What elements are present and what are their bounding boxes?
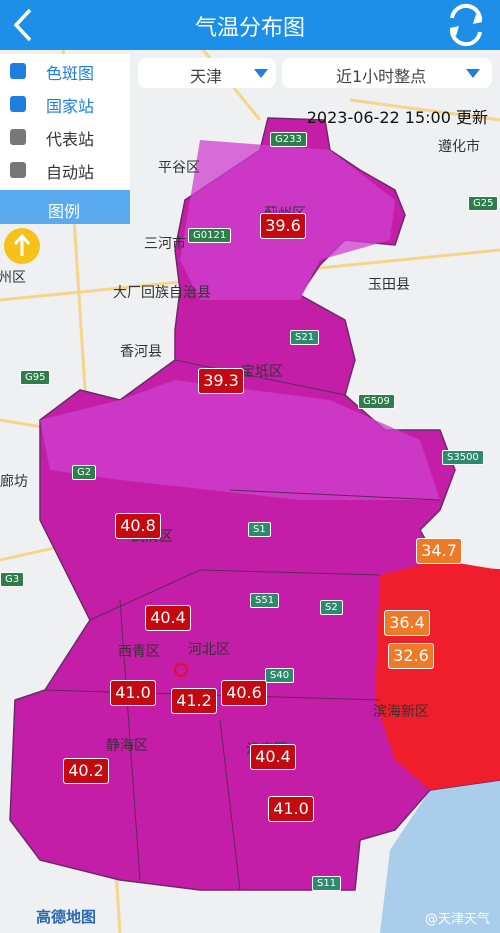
place-label: 平谷区: [158, 160, 200, 176]
place-label: 西青区: [118, 644, 160, 660]
road-label: S1: [248, 522, 271, 537]
road-label: S21: [290, 330, 320, 345]
road-label: G0121: [188, 228, 232, 243]
hot-zone: [375, 560, 500, 790]
dropdown-arrow: [466, 69, 480, 78]
refresh-button[interactable]: [449, 3, 483, 47]
back-button[interactable]: [13, 8, 32, 42]
header: 气温分布图: [0, 0, 500, 50]
place-label: 宝坻区: [241, 364, 283, 380]
place-label: 静海区: [106, 738, 148, 754]
title: 气温分布图: [194, 16, 305, 41]
region-select[interactable]: 天津: [138, 58, 276, 88]
credit: @天津天气: [424, 912, 490, 927]
station-temperature[interactable]: 40.4: [145, 605, 191, 631]
place-label: 玉田县: [368, 277, 410, 293]
place-label: 大厂回族自治县: [113, 285, 211, 301]
menu-icon: [10, 129, 26, 145]
station-temperature[interactable]: 40.2: [63, 758, 109, 784]
menu-label: 自动站: [46, 163, 95, 182]
legend-text: 图例: [48, 202, 81, 221]
menu-icon: [10, 162, 26, 178]
place-label: 河北区: [188, 642, 230, 658]
road-label: G2: [72, 465, 97, 480]
place-label: 遵化市: [438, 139, 480, 155]
legend-button[interactable]: 图例: [0, 190, 130, 224]
menu-item[interactable]: 代表站: [0, 120, 130, 153]
warm-zone: [40, 140, 440, 500]
road-label: G233: [270, 132, 307, 147]
station-temperature[interactable]: 34.7: [416, 538, 462, 564]
menu-item[interactable]: 国家站: [0, 87, 130, 120]
menu-item[interactable]: 自动站: [0, 153, 130, 186]
station-temperature[interactable]: 41.0: [268, 796, 314, 822]
menu-label: 代表站: [46, 130, 95, 149]
header-icons: [13, 3, 483, 47]
region-text: 天津: [190, 67, 223, 86]
dropdown-arrow: [254, 69, 268, 78]
road-label: S11: [312, 876, 342, 891]
period-text: 近1小时整点: [336, 67, 427, 86]
menu-icon: [10, 63, 26, 79]
station-temperature[interactable]: 41.2: [171, 688, 217, 714]
menu-label: 色斑图: [46, 64, 95, 83]
place-label: 三河市: [144, 236, 186, 252]
road-label: S2: [320, 600, 343, 615]
station-temperature[interactable]: 40.4: [250, 744, 296, 770]
road-label: S3500: [442, 450, 484, 465]
station-temperature[interactable]: 40.6: [221, 680, 267, 706]
layer-menu: 色斑图国家站代表站自动站: [0, 54, 130, 190]
menu-label: 国家站: [46, 97, 95, 116]
station-temperature[interactable]: 39.3: [198, 368, 244, 394]
station-temperature[interactable]: 40.8: [115, 513, 161, 539]
road-label: S51: [250, 593, 280, 608]
place-label: 香河县: [120, 344, 162, 360]
road-label: G95: [20, 370, 51, 385]
locate-button[interactable]: [2, 226, 42, 266]
station-temperature[interactable]: 39.6: [260, 213, 306, 239]
road-label: G3: [0, 572, 25, 587]
city-marker: [174, 663, 188, 677]
menu-item[interactable]: 色斑图: [0, 54, 130, 87]
station-temperature[interactable]: 36.4: [384, 610, 430, 636]
road-label: S40: [265, 668, 295, 683]
menu-icon: [10, 96, 26, 112]
period-select[interactable]: 近1小时整点: [282, 58, 492, 88]
road-label: G25: [468, 196, 499, 211]
station-temperature[interactable]: 41.0: [110, 680, 156, 706]
place-label: 廊坊: [0, 474, 28, 490]
road-label: G509: [358, 394, 395, 409]
update-time: 2023-06-22 15:00 更新: [306, 108, 488, 127]
place-label: 滨海新区: [373, 704, 429, 720]
station-temperature[interactable]: 32.6: [388, 643, 434, 669]
place-label: 州区: [0, 270, 26, 286]
map-provider: 高德地图: [36, 908, 97, 926]
sea: [380, 760, 500, 933]
